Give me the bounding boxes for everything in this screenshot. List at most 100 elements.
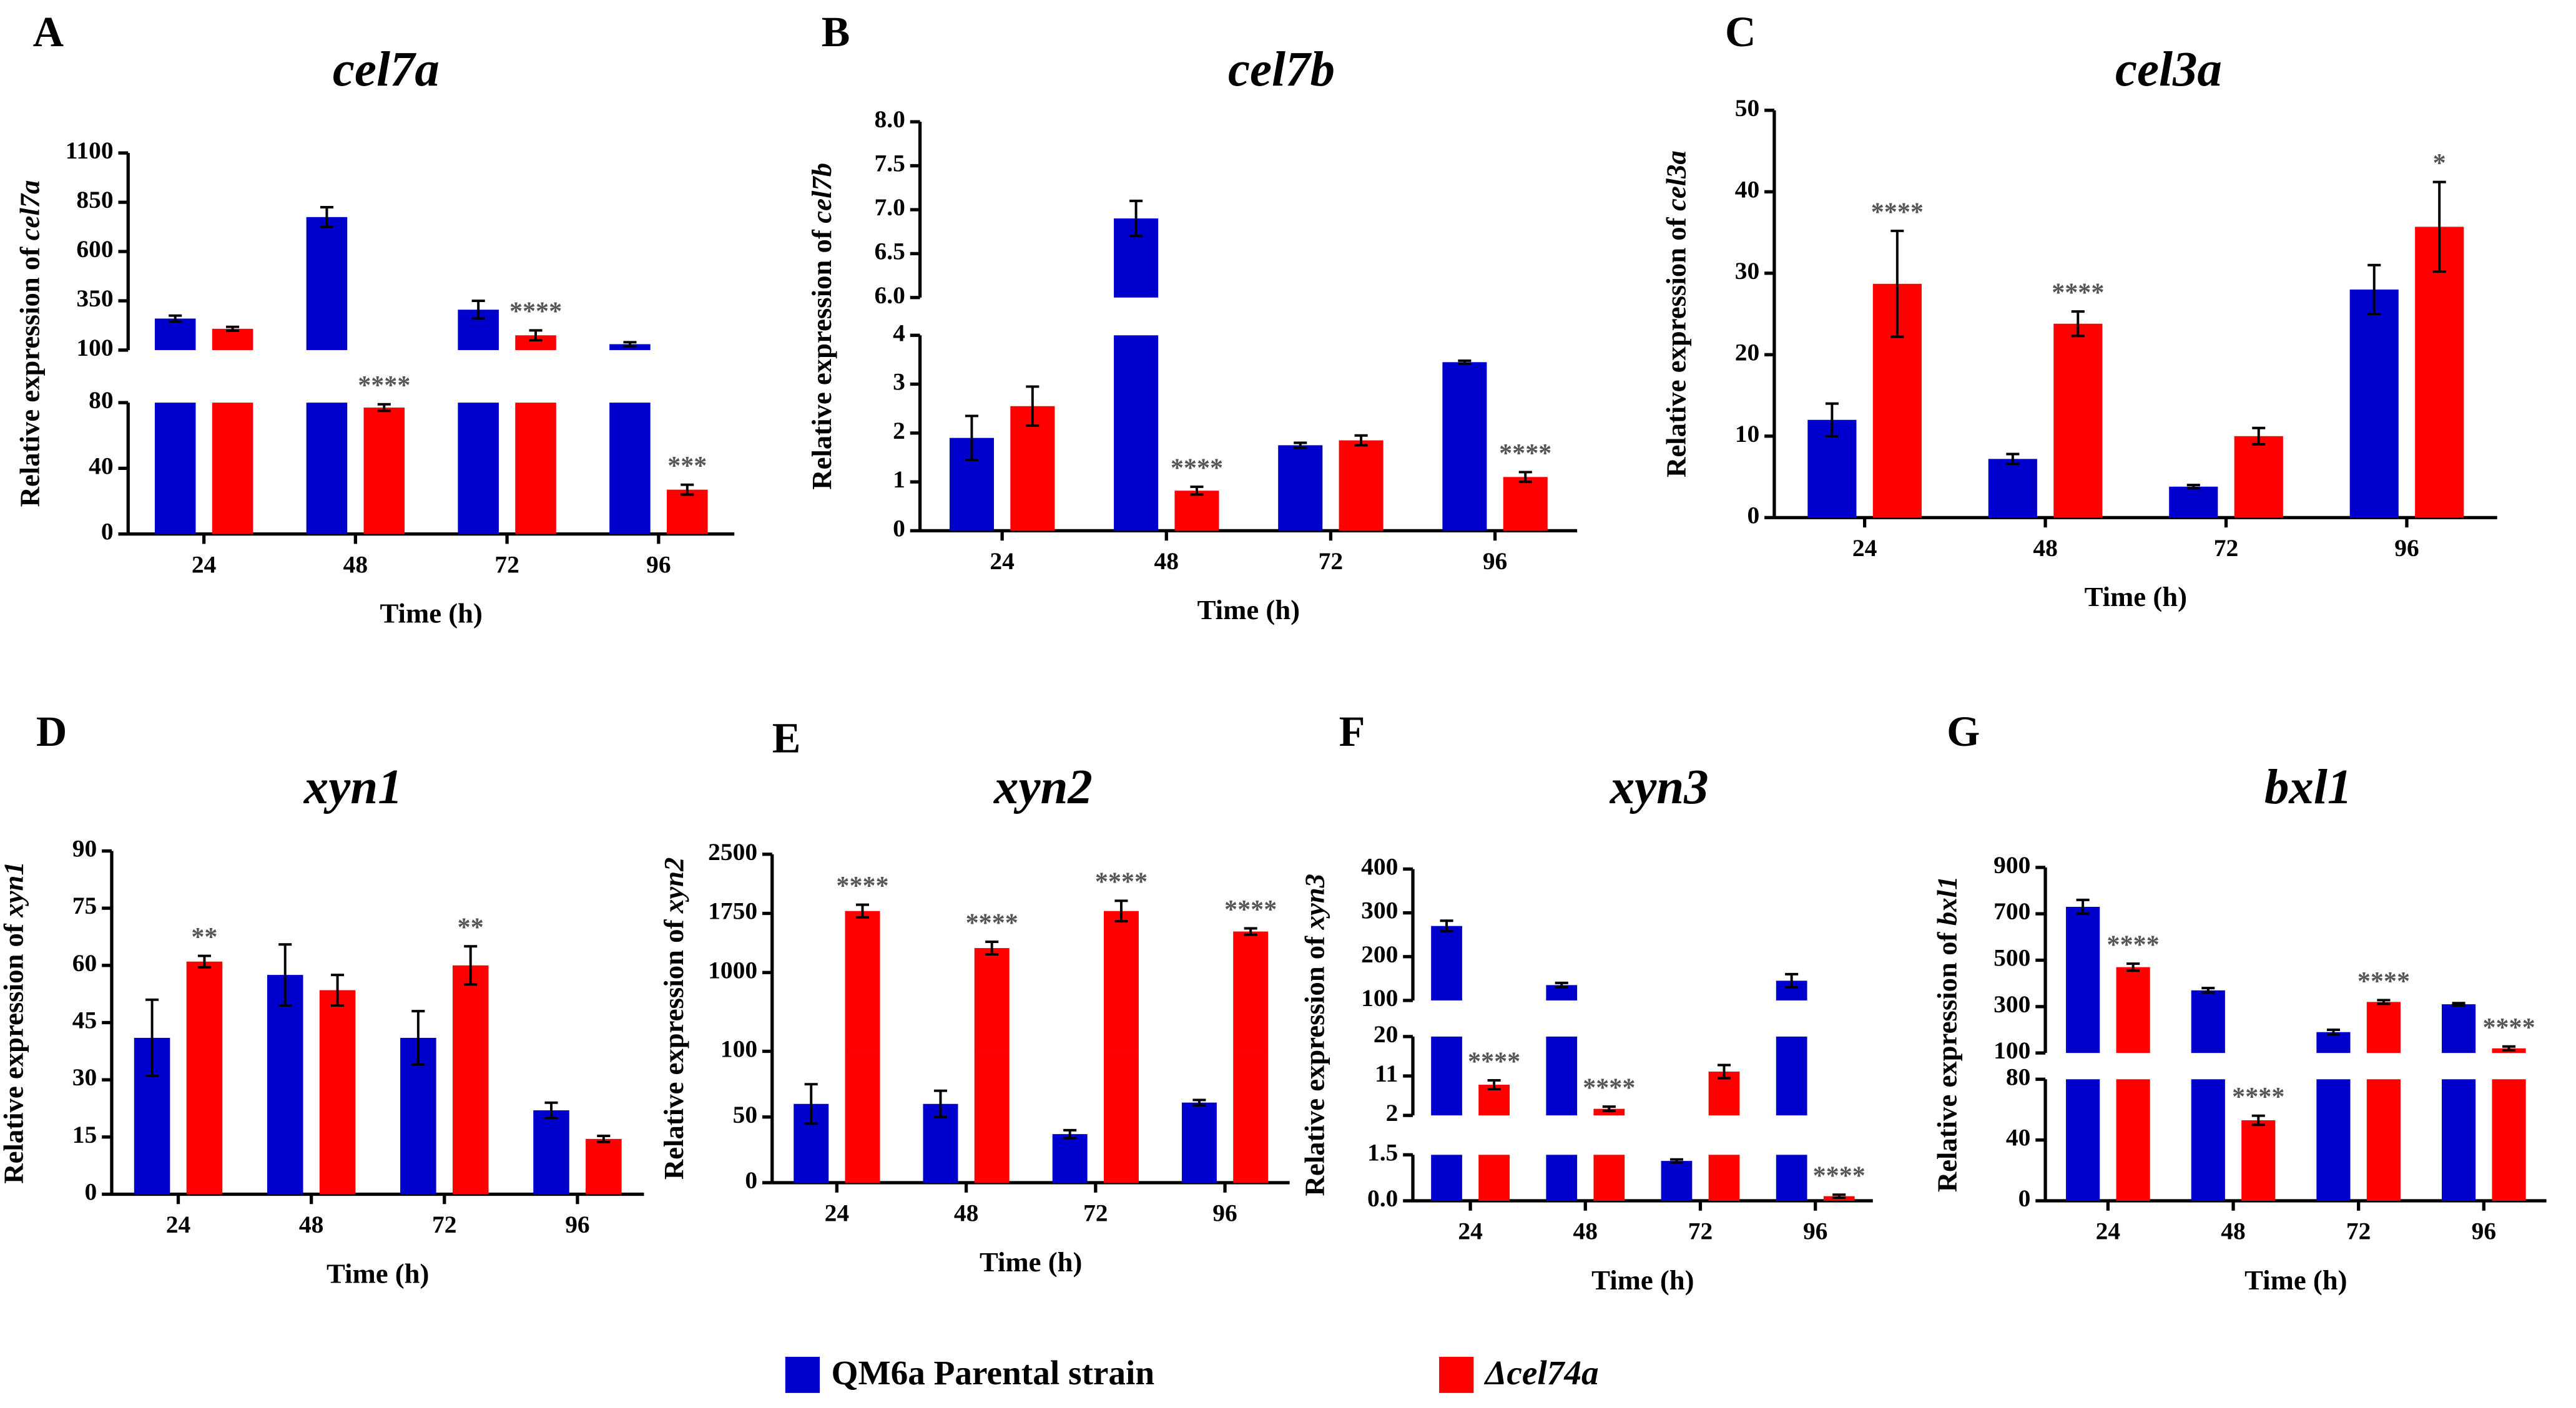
x-tick-label: 24 bbox=[192, 550, 216, 578]
x-tick-label: 96 bbox=[1212, 1200, 1237, 1227]
x-tick-label: 72 bbox=[1688, 1218, 1713, 1245]
y-tick-label: 80 bbox=[2006, 1063, 2030, 1090]
bar bbox=[2234, 436, 2283, 518]
y-tick-label: 600 bbox=[76, 235, 113, 263]
x-tick-label: 96 bbox=[1803, 1218, 1827, 1245]
bar bbox=[1776, 1036, 1807, 1116]
bar bbox=[609, 403, 651, 534]
y-tick-label: 1100 bbox=[66, 137, 114, 164]
bar bbox=[1708, 1155, 1740, 1201]
bar bbox=[2349, 289, 2399, 518]
panel-label: G bbox=[1947, 708, 1980, 755]
bar bbox=[1546, 1155, 1578, 1201]
bar bbox=[1988, 459, 2037, 518]
x-tick-label: 24 bbox=[166, 1211, 190, 1238]
bar bbox=[2241, 1120, 2276, 1201]
y-tick-label: 30 bbox=[1735, 257, 1759, 285]
y-tick-label: 11 bbox=[1375, 1060, 1398, 1087]
bar bbox=[1339, 440, 1384, 531]
bar bbox=[319, 990, 356, 1195]
significance-label: **** bbox=[1224, 895, 1277, 924]
bar bbox=[1431, 926, 1462, 1000]
y-tick-label: 1750 bbox=[708, 897, 757, 925]
chart-title: cel7b bbox=[1228, 42, 1335, 97]
chart-title: cel3a bbox=[2115, 42, 2222, 97]
y-axis-label: Relative expression of cel7a bbox=[14, 180, 46, 507]
x-tick-label: 48 bbox=[954, 1200, 978, 1227]
x-tick-label: 72 bbox=[494, 550, 519, 578]
y-tick-label: 1 bbox=[893, 466, 905, 493]
y-tick-label: 1.5 bbox=[1367, 1138, 1398, 1166]
bar bbox=[845, 1051, 880, 1183]
bar bbox=[2415, 227, 2464, 518]
panel-label: A bbox=[33, 8, 64, 56]
y-tick-label: 50 bbox=[1735, 94, 1759, 122]
bar bbox=[363, 408, 405, 534]
significance-label: **** bbox=[2482, 1013, 2535, 1042]
x-tick-label: 72 bbox=[1083, 1200, 1108, 1227]
bar bbox=[154, 318, 196, 350]
bar bbox=[2116, 1079, 2150, 1201]
y-tick-label: 0 bbox=[2018, 1185, 2031, 1212]
significance-label: **** bbox=[509, 297, 562, 326]
x-tick-label: 72 bbox=[2214, 534, 2238, 562]
y-axis-label: Relative expression of cel7b bbox=[806, 163, 837, 490]
bar bbox=[2366, 1002, 2401, 1054]
x-tick-label: 48 bbox=[299, 1211, 323, 1238]
x-tick-label: 24 bbox=[990, 547, 1014, 575]
significance-label: **** bbox=[1813, 1161, 1866, 1191]
bar bbox=[2116, 967, 2150, 1054]
y-tick-label: 300 bbox=[1361, 897, 1398, 924]
bar bbox=[267, 975, 303, 1195]
bar bbox=[2053, 323, 2103, 518]
significance-label: **** bbox=[1871, 197, 1924, 227]
y-tick-label: 6.5 bbox=[875, 237, 905, 265]
panel-label: B bbox=[822, 8, 850, 56]
panel-label: F bbox=[1339, 708, 1365, 755]
y-tick-label: 350 bbox=[76, 285, 113, 312]
y-tick-label: 100 bbox=[720, 1035, 757, 1063]
y-tick-label: 75 bbox=[72, 892, 97, 919]
bar bbox=[154, 403, 196, 534]
y-axis-label-gene: cel7a bbox=[14, 180, 46, 240]
y-tick-label: 700 bbox=[1993, 897, 2030, 925]
bar bbox=[1546, 1036, 1578, 1116]
x-tick-label: 96 bbox=[565, 1211, 589, 1238]
significance-label: **** bbox=[2052, 278, 2104, 307]
x-tick-label: 72 bbox=[2346, 1218, 2371, 1245]
x-tick-label: 48 bbox=[343, 550, 368, 578]
bar bbox=[306, 217, 348, 350]
y-axis-label: Relative expression of bxl1 bbox=[1932, 876, 1963, 1193]
significance-label: **** bbox=[2107, 930, 2160, 959]
y-axis-label-text: Relative expression of bbox=[658, 919, 689, 1180]
bar bbox=[1776, 1155, 1807, 1201]
x-tick-label: 96 bbox=[1483, 547, 1507, 575]
bar bbox=[2169, 486, 2218, 518]
x-tick-label: 24 bbox=[825, 1200, 849, 1227]
y-axis-label: Relative expression of cel3a bbox=[1661, 150, 1692, 477]
significance-label: ** bbox=[458, 913, 484, 942]
significance-label: **** bbox=[1095, 868, 1148, 897]
bar bbox=[2441, 1004, 2476, 1054]
y-tick-label: 200 bbox=[1361, 941, 1398, 968]
x-tick-label: 48 bbox=[1573, 1218, 1598, 1245]
x-tick-label: 24 bbox=[2096, 1218, 2120, 1245]
y-tick-label: 10 bbox=[1735, 420, 1759, 447]
y-axis-label-text: Relative expression of bbox=[1661, 217, 1692, 477]
chart-title: bxl1 bbox=[2264, 760, 2352, 814]
x-axis-label: Time (h) bbox=[2085, 581, 2187, 612]
y-tick-label: 90 bbox=[72, 835, 97, 863]
y-tick-label: 0 bbox=[85, 1178, 97, 1206]
bar bbox=[515, 403, 556, 534]
y-axis-label: Relative expression of xyn3 bbox=[1299, 874, 1330, 1196]
bar bbox=[2066, 907, 2100, 1054]
bar bbox=[1593, 1155, 1625, 1201]
bar bbox=[1431, 1155, 1462, 1201]
y-tick-label: 850 bbox=[76, 186, 113, 213]
bar bbox=[1233, 1051, 1269, 1183]
bar bbox=[1103, 911, 1139, 1052]
x-tick-label: 96 bbox=[2472, 1218, 2496, 1245]
